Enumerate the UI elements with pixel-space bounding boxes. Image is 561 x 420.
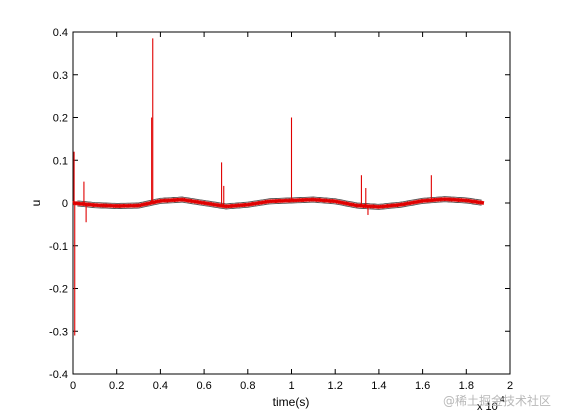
x-exponent-label: x 10 <box>477 401 498 413</box>
signal-line <box>72 197 485 209</box>
x-tick-label: 0 <box>70 380 76 392</box>
y-tick-label: 0.4 <box>53 27 68 39</box>
y-tick-label: 0.3 <box>53 70 68 82</box>
y-axis-label: u <box>29 200 43 207</box>
x-tick-label: 0.2 <box>109 380 124 392</box>
x-tick-label: 1.2 <box>328 380 343 392</box>
x-tick-label: 0.6 <box>196 380 211 392</box>
x-axis-label: time(s) <box>273 395 310 409</box>
watermark: @稀土掘金技术社区 <box>443 393 551 408</box>
y-tick-label: 0 <box>62 198 68 210</box>
x-tick-label: 1.8 <box>459 380 474 392</box>
y-tick-label: -0.4 <box>49 369 68 381</box>
x-tick-label: 1.4 <box>371 380 386 392</box>
series-group <box>72 38 485 336</box>
x-tick-label: 0.4 <box>153 380 168 392</box>
y-tick-label: -0.3 <box>49 326 68 338</box>
envelope-line <box>77 196 482 205</box>
x-axis: 0 0.2 0.4 0.6 0.8 1 1.2 1.4 1.6 1.8 2 <box>70 32 513 392</box>
x-tick-label: 0.8 <box>240 380 255 392</box>
y-tick-label: -0.1 <box>49 241 68 253</box>
envelope-line <box>77 201 482 210</box>
x-tick-label: 1 <box>288 380 294 392</box>
y-axis: -0.4 -0.3 -0.2 -0.1 0 0.1 0.2 0.3 0.4 <box>49 27 510 381</box>
x-exponent-power: 4 <box>500 395 505 404</box>
y-tick-label: -0.2 <box>49 284 68 296</box>
y-tick-label: 0.2 <box>53 113 68 125</box>
y-tick-label: 0.1 <box>53 155 68 167</box>
x-tick-label: 1.6 <box>415 380 430 392</box>
x-tick-label: 2 <box>507 380 513 392</box>
